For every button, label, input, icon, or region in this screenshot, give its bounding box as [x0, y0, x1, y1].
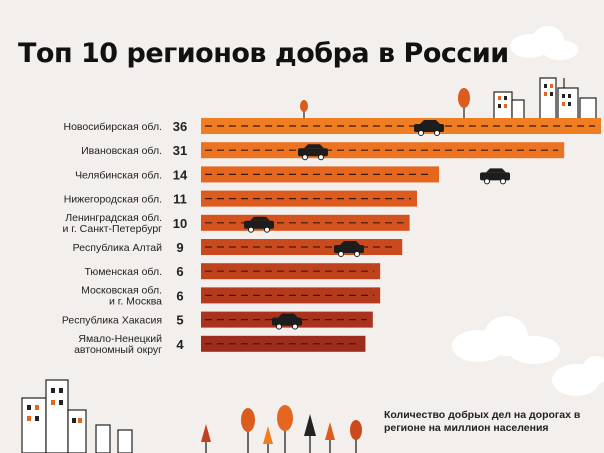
bar	[201, 190, 417, 207]
car-icon	[244, 216, 274, 233]
category-label: Московская обл. и г. Москва	[81, 284, 162, 307]
value-label: 10	[173, 216, 187, 231]
cloud-icon	[452, 26, 604, 396]
value-label: 6	[176, 264, 183, 279]
category-label: Челябинская обл.	[75, 169, 162, 181]
value-label: 4	[176, 337, 184, 352]
value-label: 31	[173, 143, 187, 158]
tree-icon	[300, 88, 470, 120]
value-label: 5	[176, 313, 183, 328]
value-label: 9	[176, 240, 183, 255]
category-label: Ямало-Ненецкий автономный округ	[74, 333, 162, 356]
chart-footnote: Количество добрых дел на дорогах в регио…	[384, 409, 581, 434]
category-label: Нижегородская обл.	[64, 194, 162, 206]
city-buildings-icon	[21, 379, 133, 453]
bar	[201, 166, 440, 183]
car-icon	[298, 144, 328, 161]
category-label: Ивановская обл.	[81, 145, 162, 157]
trees-icon	[201, 405, 362, 453]
category-label: Тюменская обл.	[84, 266, 162, 278]
value-label: 36	[173, 119, 187, 134]
category-label: Республика Хакасия	[62, 315, 162, 327]
car-icon	[334, 241, 364, 257]
category-label: Новосибирская обл.	[64, 121, 163, 133]
chart-title: Топ 10 регионов добра в России	[18, 38, 509, 69]
bar	[201, 142, 565, 159]
car-icon	[414, 120, 444, 136]
category-label: Ленинградская обл. и г. Санкт-Петербург	[62, 212, 162, 235]
value-label: 6	[176, 288, 183, 303]
city-skyline-icon	[493, 77, 597, 121]
car-icon	[480, 168, 510, 185]
category-label: Республика Алтай	[73, 242, 162, 254]
car-icon	[272, 313, 302, 330]
value-label: 11	[173, 192, 187, 207]
value-label: 14	[173, 167, 188, 182]
